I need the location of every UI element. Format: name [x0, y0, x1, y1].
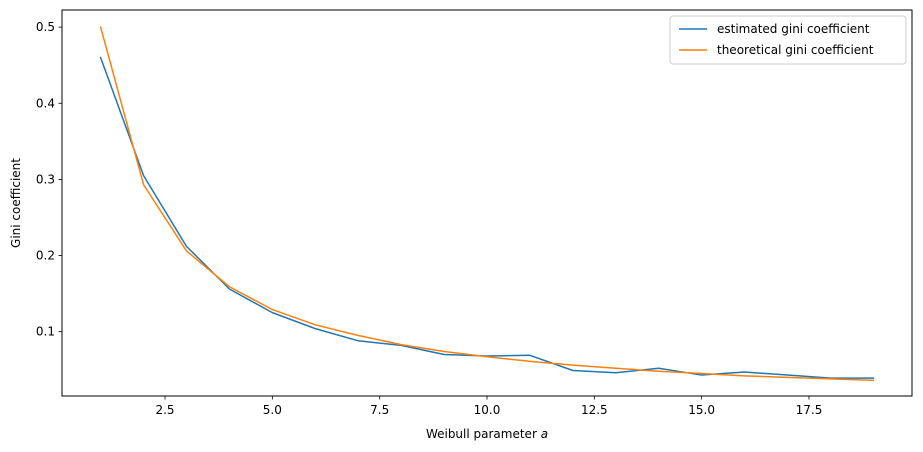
y-tick-label: 0.5	[36, 20, 55, 34]
x-axis-label-variable: a	[541, 427, 548, 441]
y-tick-label: 0.4	[36, 96, 55, 110]
x-axis-label-text: Weibull parameter	[426, 427, 541, 441]
legend-label-estimated: estimated gini coefficient	[717, 22, 870, 36]
x-tick-label: 12.5	[581, 403, 608, 417]
y-axis-label: Gini coefficient	[9, 158, 23, 248]
x-axis: 2.5 5.0 7.5 10.0 12.5 15.0 17.5	[155, 396, 822, 417]
x-tick-label: 17.5	[796, 403, 823, 417]
x-tick-label: 10.0	[474, 403, 501, 417]
x-tick-label: 7.5	[370, 403, 389, 417]
x-tick-label: 2.5	[155, 403, 174, 417]
x-tick-label: 5.0	[263, 403, 282, 417]
legend-label-theoretical: theoretical gini coefficient	[717, 43, 874, 57]
y-axis: 0.1 0.2 0.3 0.4 0.5	[36, 20, 62, 339]
legend-frame	[669, 15, 907, 65]
x-axis-label: Weibull parameter a	[426, 427, 548, 441]
series-line-1	[99, 26, 875, 382]
series-line-0	[99, 56, 875, 379]
legend: estimated gini coefficient theoretical g…	[669, 15, 907, 65]
y-tick-label: 0.2	[36, 249, 55, 263]
x-tick-label: 15.0	[688, 403, 715, 417]
y-tick-label: 0.1	[36, 325, 55, 339]
plot-lines	[99, 26, 875, 382]
y-tick-label: 0.3	[36, 172, 55, 186]
